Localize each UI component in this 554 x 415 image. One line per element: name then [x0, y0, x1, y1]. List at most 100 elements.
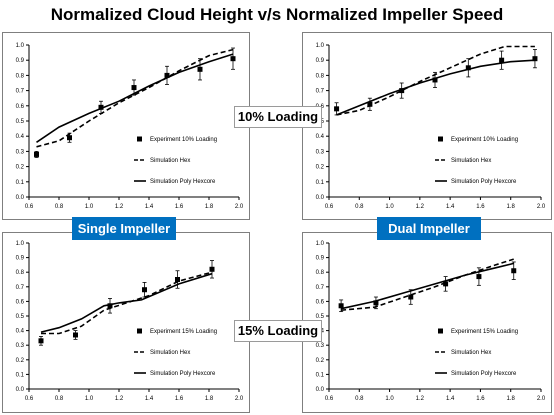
- x-tick-label: 0.8: [355, 396, 364, 402]
- data-point: [67, 135, 72, 141]
- data-point: [209, 266, 215, 272]
- y-tick-label: 0.5: [16, 314, 25, 320]
- legend-label: Experiment 15% Loading: [451, 329, 518, 335]
- x-tick-label: 1.0: [385, 204, 394, 210]
- y-tick-label: 0.4: [16, 329, 25, 335]
- y-tick-label: 0.9: [316, 58, 325, 64]
- y-tick-label: 0.9: [16, 58, 25, 64]
- y-tick-label: 0.9: [16, 256, 25, 262]
- legend-marker: [137, 136, 142, 142]
- data-point: [432, 77, 438, 83]
- y-tick-label: 0.1: [16, 372, 25, 378]
- y-tick-label: 0.5: [316, 314, 325, 320]
- y-tick-label: 0.7: [16, 285, 25, 291]
- chart-svg: 0.00.10.20.30.40.50.60.70.80.91.00.60.81…: [316, 241, 546, 402]
- legend-label: Experiment 15% Loading: [150, 329, 217, 335]
- x-tick-label: 2.0: [537, 204, 546, 210]
- legend-label: Experiment 10% Loading: [150, 137, 217, 143]
- legend-label: Simulation Hex: [150, 158, 190, 164]
- x-tick-label: 1.6: [476, 204, 485, 210]
- y-tick-label: 1.0: [16, 241, 25, 247]
- legend-label: Simulation Poly Hexcore: [451, 371, 517, 377]
- loading-15-label: 15% Loading: [234, 320, 322, 342]
- data-point: [197, 66, 203, 72]
- series-line-poly-hexcore: [40, 272, 213, 333]
- x-tick-label: 1.4: [446, 204, 455, 210]
- loading-10-label: 10% Loading: [234, 106, 322, 128]
- legend-label: Simulation Poly Hexcore: [150, 371, 216, 377]
- x-tick-label: 1.4: [446, 396, 455, 402]
- legend-marker: [438, 328, 443, 334]
- x-tick-label: 0.6: [325, 396, 334, 402]
- x-tick-label: 0.6: [25, 396, 34, 402]
- dual-impeller-label: Dual Impeller: [377, 217, 481, 240]
- chart-panel-single-10: 0.0 0.1 0.2 0.3 0.4 0.5 0.6 0.7 0.8 0.9 1.0 0.6 0.8 1…: [2, 32, 250, 220]
- y-tick-label: 0.3: [316, 343, 325, 349]
- x-tick-label: 1.4: [145, 204, 154, 210]
- x-tick-label: 1.4: [145, 396, 154, 402]
- y-tick-label: 1.0: [316, 241, 325, 247]
- data-point: [408, 294, 414, 300]
- data-point: [338, 303, 344, 309]
- series-line-hex: [341, 258, 514, 311]
- x-tick-label: 1.0: [385, 396, 394, 402]
- legend-label: Simulation Hex: [451, 158, 491, 164]
- x-tick-label: 1.2: [416, 396, 425, 402]
- y-tick-label: 0.3: [16, 343, 25, 349]
- y-tick-label: 0.3: [16, 149, 25, 155]
- data-point: [499, 57, 505, 63]
- y-tick-label: 0.6: [16, 299, 25, 305]
- y-tick-label: 0.2: [16, 358, 25, 364]
- x-tick-label: 0.8: [55, 204, 64, 210]
- data-point: [107, 303, 113, 309]
- y-tick-label: 0.6: [16, 104, 25, 110]
- chart-panel-dual-10: 0.00.10.20.30.40.50.60.70.80.91.00.60.81…: [302, 32, 552, 220]
- y-tick-label: 0.2: [316, 165, 325, 171]
- data-point: [38, 338, 44, 344]
- figure-title: Normalized Cloud Height v/s Normalized I…: [50, 5, 504, 24]
- series-line-hex: [41, 271, 213, 335]
- chart-panel-single-15: 0.0 0.1 0.2 0.3 0.4 0.5 0.6 0.7 0.8 0.9 1.0 0.6 0.8 1…: [2, 232, 250, 413]
- y-tick-label: 0.5: [16, 119, 25, 125]
- data-point: [175, 277, 180, 282]
- chart-svg: 0.00.10.20.30.40.50.60.70.80.91.00.60.81…: [316, 43, 546, 210]
- y-tick-label: 0.0: [16, 387, 25, 393]
- data-point: [73, 332, 78, 338]
- x-tick-label: 1.2: [416, 204, 425, 210]
- y-tick-label: 0.8: [316, 73, 325, 79]
- y-tick-label: 0.4: [16, 134, 25, 140]
- x-tick-label: 0.8: [355, 204, 364, 210]
- x-tick-label: 1.6: [175, 204, 184, 210]
- y-tick-label: 0.0: [16, 195, 25, 201]
- legend-label: Simulation Hex: [451, 350, 491, 356]
- y-tick-label: 0.7: [316, 89, 325, 95]
- y-tick-label: 0.9: [316, 256, 325, 262]
- x-tick-label: 1.8: [507, 396, 516, 402]
- y-tick-label: 0.1: [16, 180, 25, 186]
- y-tick-label: 0.0: [316, 195, 325, 201]
- x-tick-label: 1.2: [115, 396, 124, 402]
- data-point: [334, 106, 340, 112]
- legend-marker: [137, 328, 142, 334]
- x-tick-label: 2.0: [235, 204, 244, 210]
- y-tick-label: 0.8: [16, 73, 25, 79]
- y-tick-label: 0.3: [316, 149, 325, 155]
- x-tick-label: 1.8: [507, 204, 516, 210]
- single-impeller-label: Single Impeller: [72, 217, 176, 240]
- x-tick-label: 1.2: [115, 204, 124, 210]
- y-tick-label: 0.0: [316, 387, 325, 393]
- data-point: [465, 65, 471, 71]
- y-tick-label: 0.8: [316, 270, 325, 276]
- data-point: [164, 72, 170, 78]
- y-tick-label: 0.1: [316, 180, 325, 186]
- legend-label: Experiment 10% Loading: [451, 137, 518, 143]
- legend-label: Simulation Poly Hexcore: [451, 179, 517, 185]
- y-tick-label: 0.1: [316, 372, 325, 378]
- x-tick-label: 2.0: [537, 396, 546, 402]
- y-tick-label: 1.0: [316, 43, 325, 49]
- data-point: [230, 56, 236, 62]
- x-tick-label: 0.6: [325, 204, 334, 210]
- series-line-poly-hexcore: [340, 262, 514, 310]
- x-tick-label: 0.6: [25, 204, 34, 210]
